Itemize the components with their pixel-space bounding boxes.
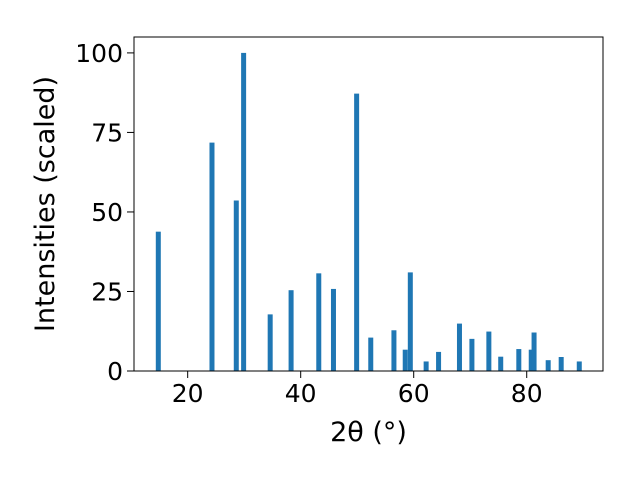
y-tick-label: 50 xyxy=(91,198,123,227)
bar xyxy=(456,323,462,371)
bar xyxy=(391,330,397,371)
bar xyxy=(498,356,504,371)
y-tick-label: 100 xyxy=(75,39,123,68)
bar xyxy=(241,52,247,372)
bars-group xyxy=(155,52,582,372)
x-tick-label: 40 xyxy=(285,379,317,408)
x-axis: 20 40 60 80 xyxy=(172,371,543,408)
bar xyxy=(155,231,161,371)
bar xyxy=(516,349,522,371)
y-tick-label: 0 xyxy=(107,357,123,386)
x-tick-label: 60 xyxy=(398,379,430,408)
plot-background xyxy=(134,37,603,371)
bar xyxy=(267,314,273,371)
bar xyxy=(576,361,582,371)
bar xyxy=(209,142,215,371)
x-tick-label: 80 xyxy=(511,379,543,408)
bar xyxy=(402,349,408,371)
y-axis: 0 25 50 75 100 xyxy=(75,39,134,386)
x-tick-label: 20 xyxy=(172,379,204,408)
y-tick-label: 25 xyxy=(91,277,123,306)
bar xyxy=(288,290,294,371)
bar xyxy=(436,351,442,371)
bar xyxy=(407,272,413,371)
bar xyxy=(233,200,239,371)
y-tick-label: 75 xyxy=(91,118,123,147)
plot-frame xyxy=(133,36,604,372)
bar xyxy=(545,360,551,371)
x-axis-label: 2θ (°) xyxy=(330,417,407,448)
bar xyxy=(368,337,374,371)
bar xyxy=(469,338,475,371)
bar xyxy=(330,288,336,371)
bar xyxy=(528,349,534,371)
bar xyxy=(316,273,322,371)
bar xyxy=(531,332,537,371)
y-axis-label: Intensities (scaled) xyxy=(30,76,61,332)
bar xyxy=(423,361,429,371)
bar xyxy=(486,331,492,371)
bar xyxy=(354,93,360,372)
bar xyxy=(558,357,564,371)
